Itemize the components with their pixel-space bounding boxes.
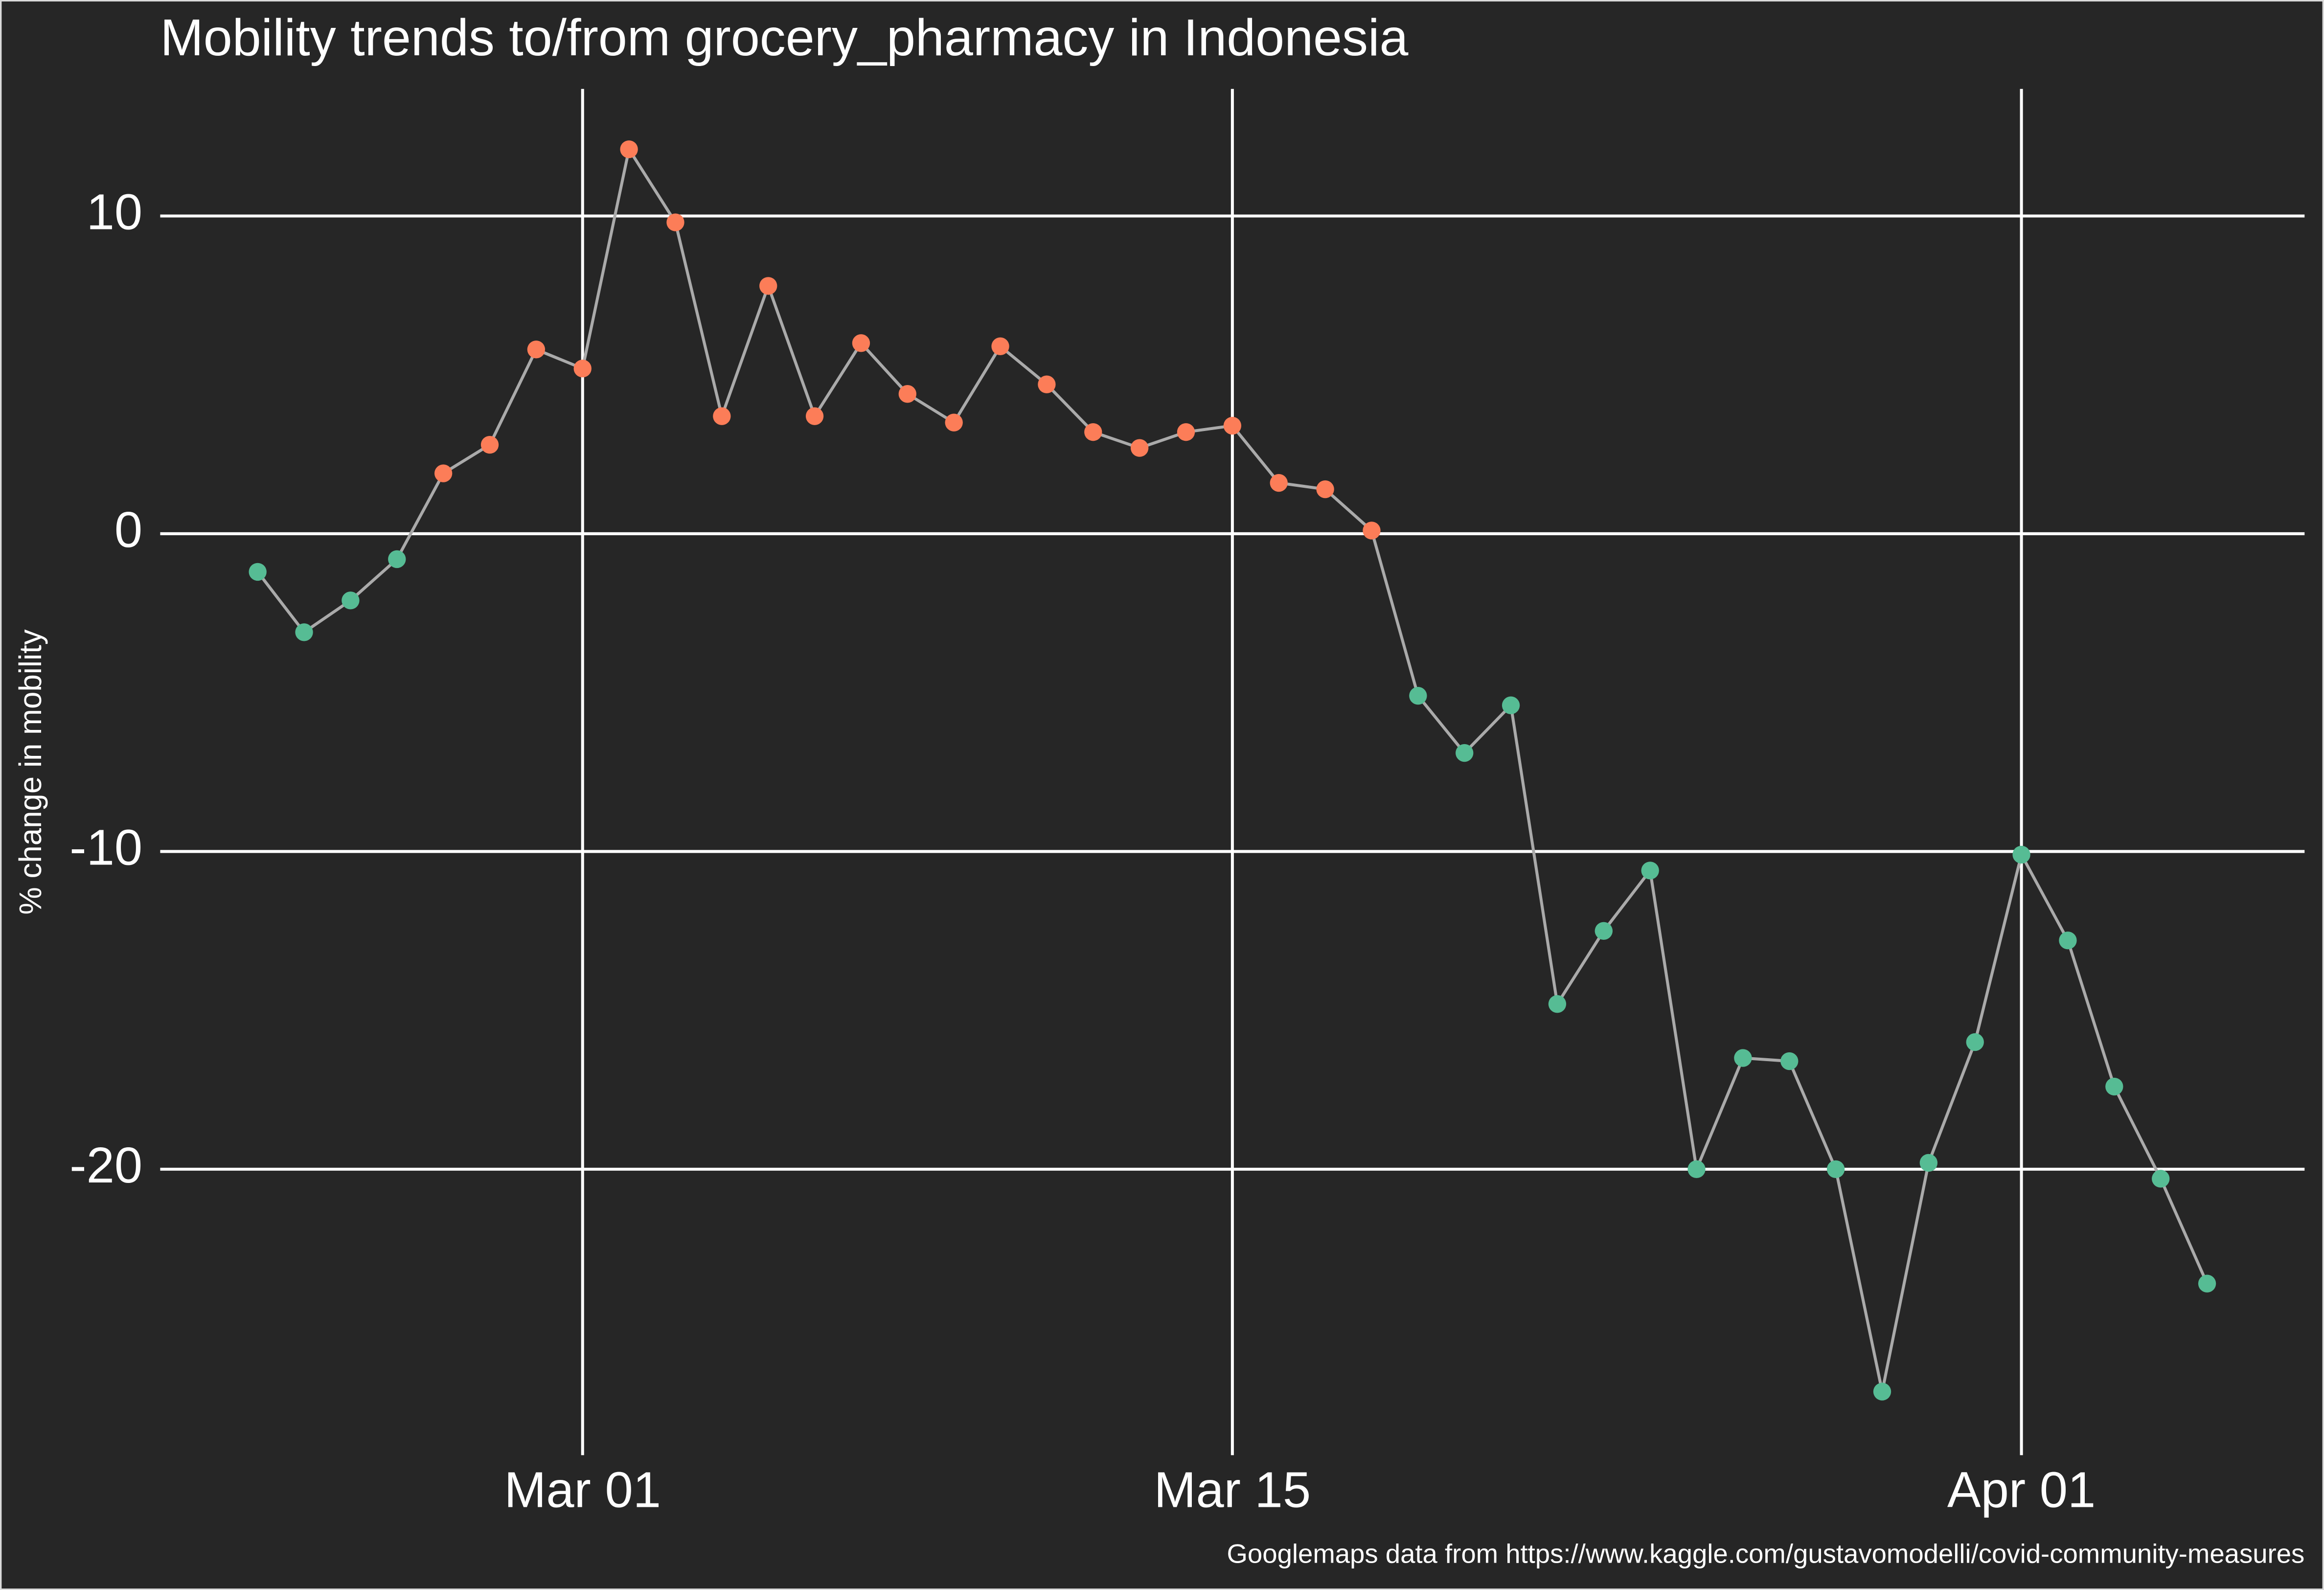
data-point [1873, 1383, 1891, 1401]
data-point [2198, 1274, 2216, 1293]
data-point [1316, 480, 1334, 499]
data-point [1919, 1154, 1938, 1172]
data-point [527, 341, 546, 359]
data-point [1084, 423, 1102, 441]
data-point [1270, 474, 1288, 492]
data-point [1641, 862, 1659, 880]
data-point [1734, 1049, 1752, 1067]
y-tick-label: -10 [69, 819, 142, 876]
data-point [759, 277, 777, 295]
data-point [1780, 1052, 1799, 1070]
chart-title: Mobility trends to/from grocery_pharmacy… [160, 9, 1408, 67]
data-point [1177, 423, 1195, 441]
x-tick-label: Mar 01 [504, 1461, 661, 1518]
data-point [1595, 922, 1613, 940]
data-point [1456, 744, 1474, 762]
data-point [945, 413, 963, 432]
data-point [1687, 1160, 1706, 1179]
data-point [2059, 931, 2077, 950]
data-point [1826, 1160, 1845, 1179]
x-tick-label: Apr 01 [1947, 1461, 2096, 1518]
data-point [805, 407, 824, 425]
data-point [1548, 995, 1567, 1013]
data-point [2152, 1170, 2170, 1188]
data-point [898, 385, 916, 403]
data-point [434, 464, 453, 482]
y-tick-label: 10 [87, 184, 143, 240]
data-point [991, 337, 1009, 355]
data-point [342, 591, 360, 610]
y-axis-label: % change in mobility [13, 629, 48, 914]
data-point [2105, 1077, 2123, 1096]
data-point [713, 407, 731, 425]
data-point [1409, 687, 1427, 705]
data-point [1038, 375, 1056, 393]
data-point [573, 360, 592, 378]
x-tick-label: Mar 15 [1154, 1461, 1311, 1518]
data-point [1223, 416, 1242, 435]
data-point [388, 550, 406, 568]
y-tick-label: -20 [69, 1137, 142, 1193]
data-point [295, 623, 313, 641]
data-point [249, 563, 267, 581]
data-point [1130, 439, 1149, 457]
data-point [620, 140, 638, 159]
data-point [1966, 1033, 1984, 1051]
caption: Googlemaps data from https://www.kaggle.… [1227, 1539, 2305, 1569]
data-point [852, 334, 870, 352]
data-point [1363, 522, 1381, 540]
data-point [666, 213, 684, 231]
data-point [480, 435, 499, 454]
data-point [2012, 845, 2030, 864]
data-point [1502, 696, 1520, 714]
y-tick-label: 0 [114, 501, 142, 558]
